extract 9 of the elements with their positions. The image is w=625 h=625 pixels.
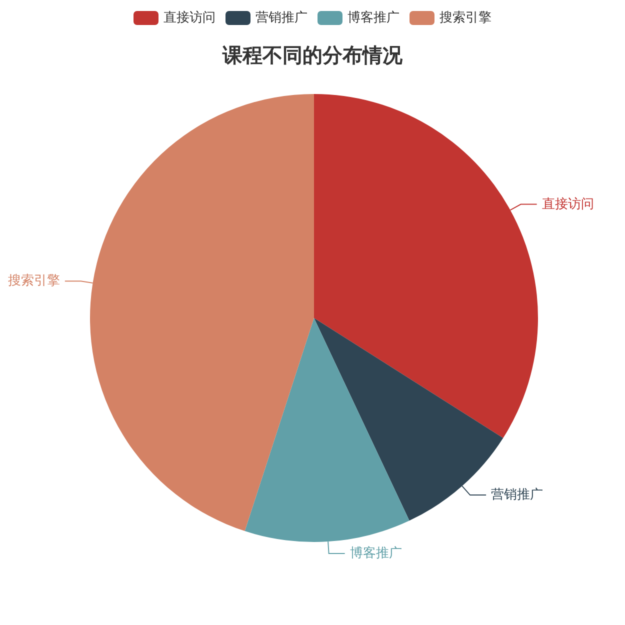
legend-label: 直接访问	[164, 10, 216, 26]
slice-label: 直接访问	[542, 196, 594, 212]
legend-label: 博客推广	[348, 10, 400, 26]
legend-label: 搜索引擎	[440, 10, 492, 26]
slice-label: 搜索引擎	[8, 274, 60, 289]
slice-label: 博客推广	[350, 545, 402, 562]
legend-label: 营销推广	[256, 10, 308, 26]
slice-label: 营销推广	[491, 488, 544, 503]
text: 课程不同的分布情况	[222, 43, 404, 67]
